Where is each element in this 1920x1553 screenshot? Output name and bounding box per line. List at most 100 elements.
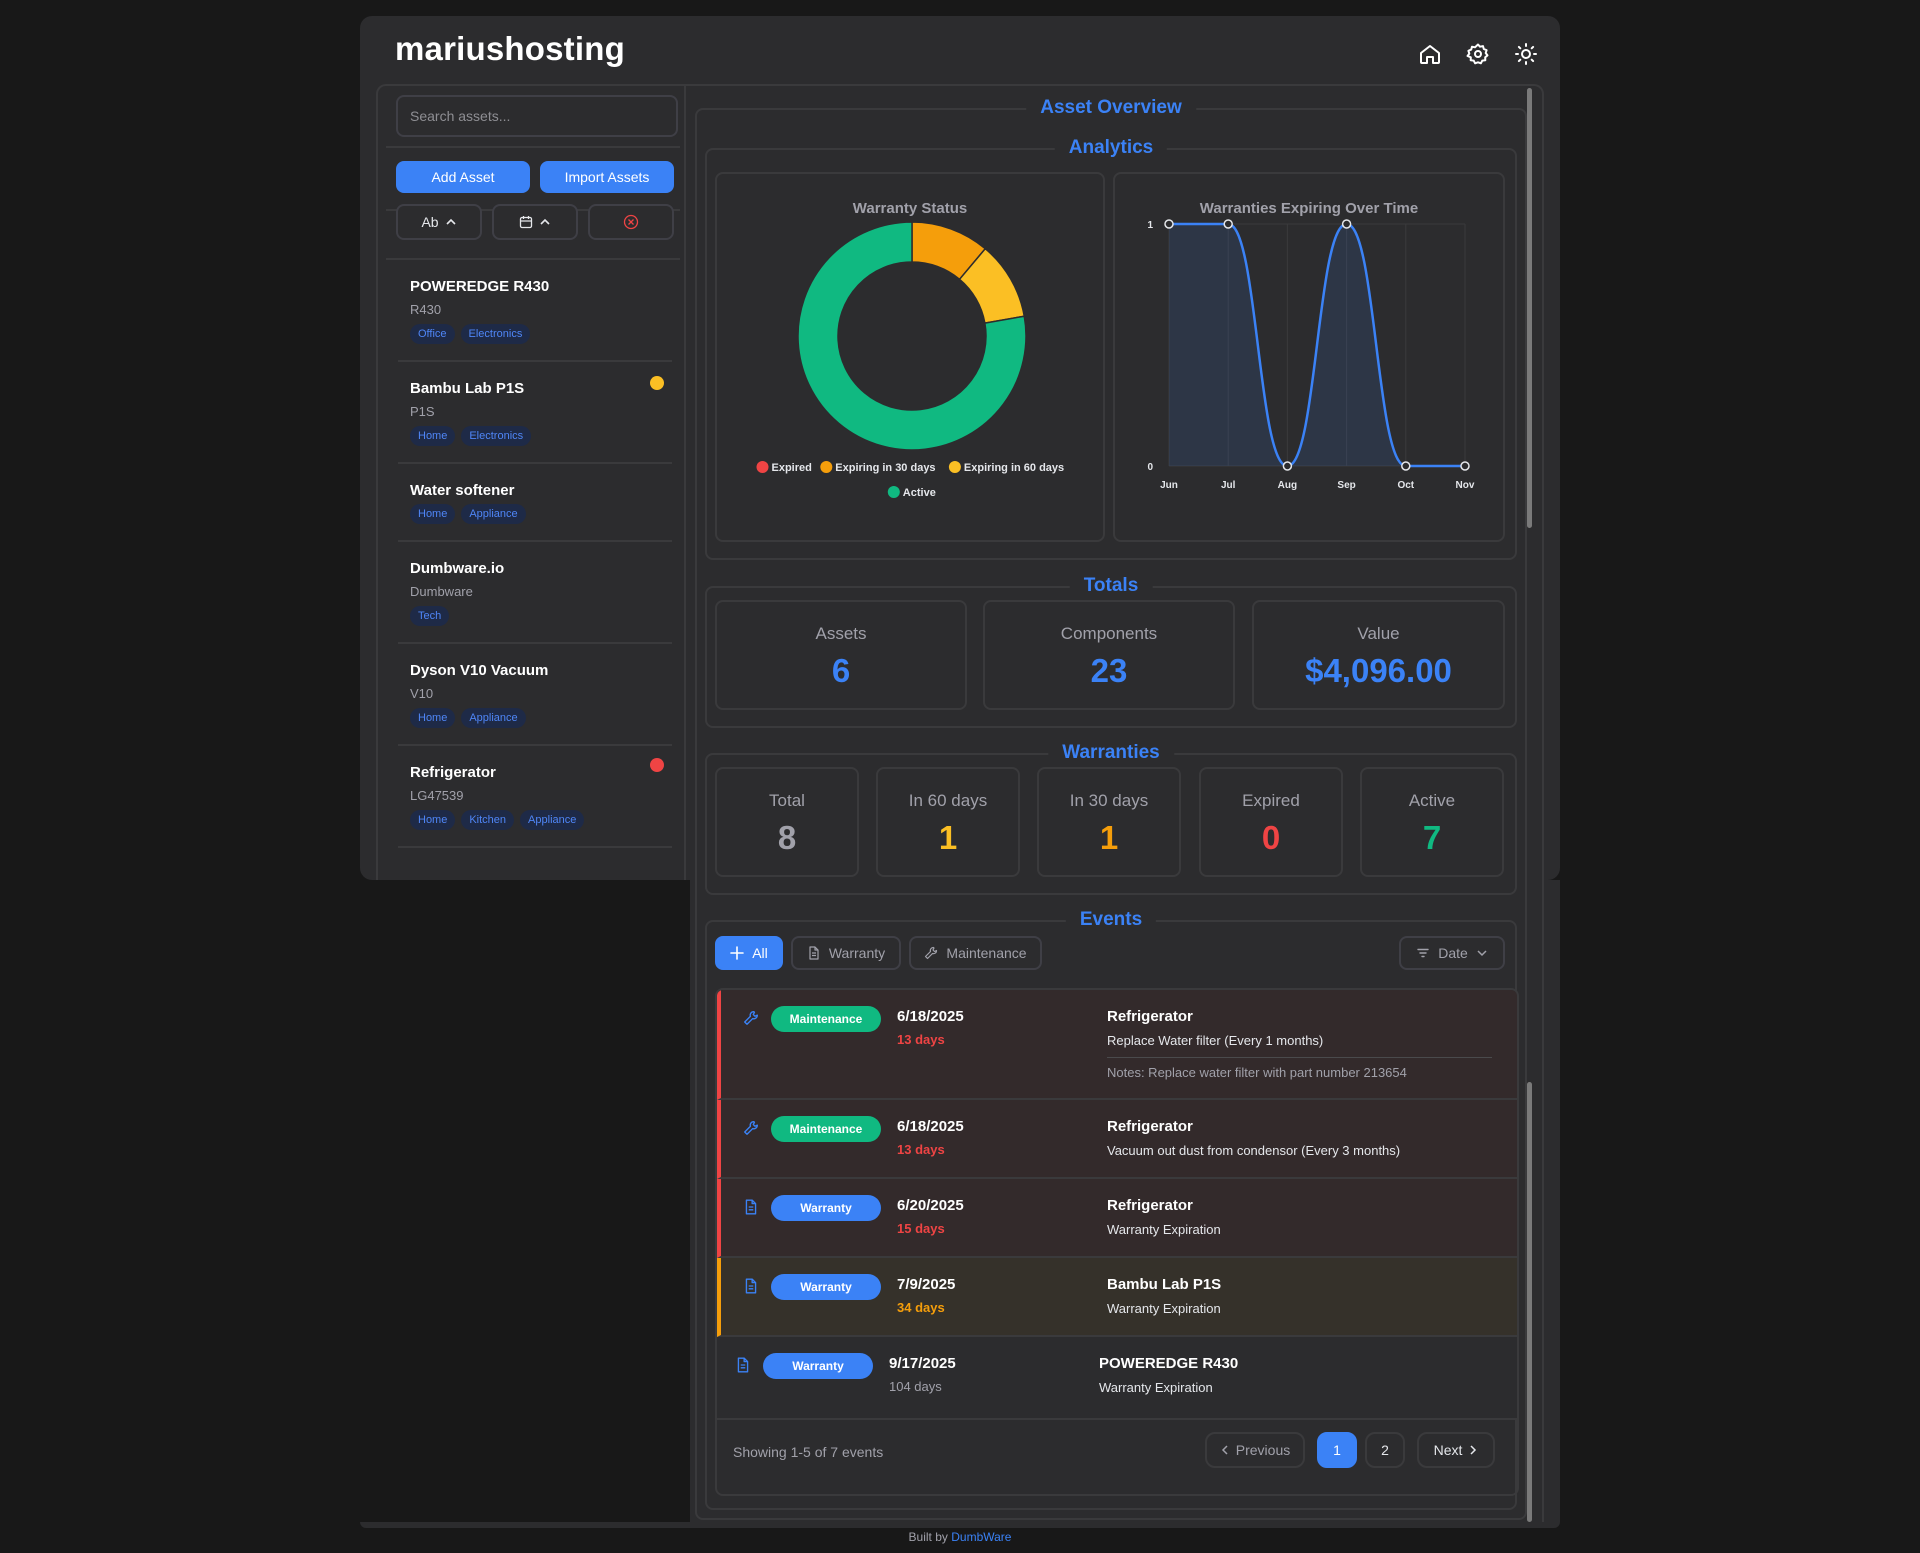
calendar-icon: [519, 216, 533, 229]
tag[interactable]: Tech: [410, 606, 450, 626]
event-row[interactable]: Maintenance 6/18/2025 13 days Refrigerat…: [717, 990, 1517, 1100]
asset-name: Refrigerator: [410, 764, 496, 781]
data-point[interactable]: [1460, 461, 1470, 471]
event-description: Vacuum out dust from condensor (Every 3 …: [1107, 1143, 1401, 1158]
warranties-section: Warranties: [705, 742, 1517, 895]
data-point[interactable]: [1341, 219, 1352, 229]
event-type-badge: Maintenance: [771, 1116, 881, 1142]
data-point[interactable]: [1164, 219, 1174, 229]
events-list: Maintenance 6/18/2025 13 days Refrigerat…: [715, 988, 1519, 1420]
asset-tags: Home Kitchen Appliance: [410, 810, 585, 830]
tag[interactable]: Appliance: [461, 504, 526, 524]
asset-list-item[interactable]: Dyson V10 Vacuum V10 Home Appliance: [398, 662, 672, 734]
data-point[interactable]: [1401, 461, 1411, 471]
filter-maintenance-button[interactable]: Maintenance: [909, 936, 1042, 970]
x-tick-label: Nov: [1456, 480, 1475, 491]
tag[interactable]: Electronics: [460, 324, 531, 344]
asset-list-item[interactable]: Bambu Lab P1S P1S Home Electronics: [398, 376, 672, 452]
asset-name: Water softener: [410, 482, 515, 499]
filter-maintenance-label: Maintenance: [946, 945, 1027, 961]
header-actions: [1416, 40, 1540, 68]
divider: [398, 462, 672, 464]
warranty-expired-card[interactable]: Expired 0: [1199, 767, 1343, 877]
tag[interactable]: Home: [410, 426, 456, 446]
sort-by-date-button[interactable]: [492, 204, 578, 240]
stat-value: 1: [1099, 819, 1119, 856]
tag[interactable]: Appliance: [461, 708, 526, 728]
event-days: 13 days: [897, 1142, 945, 1157]
asset-tags: Tech: [410, 606, 450, 626]
event-row[interactable]: Warranty 6/20/2025 15 days Refrigerator …: [717, 1179, 1517, 1258]
legend-label[interactable]: Active: [903, 487, 936, 499]
page-1-button[interactable]: 1: [1317, 1432, 1357, 1468]
wrench-icon: [925, 946, 938, 960]
warranty-60-days-card[interactable]: In 60 days 1: [876, 767, 1020, 877]
filter-warranty-button[interactable]: Warranty: [791, 936, 901, 970]
filter-all-button[interactable]: All: [715, 936, 783, 970]
totals-section: Totals: [705, 575, 1517, 728]
chevron-down-icon: [1477, 950, 1487, 957]
tag[interactable]: Office: [410, 324, 455, 344]
clear-filters-button[interactable]: [588, 204, 674, 240]
document-icon: [745, 1199, 757, 1215]
warranties-expiring-card: Warranties Expiring Over Time Jun Jul Aug S…: [1113, 172, 1505, 542]
tag[interactable]: Home: [410, 504, 456, 524]
event-type-badge: Warranty: [771, 1274, 881, 1300]
data-point[interactable]: [1223, 219, 1233, 229]
search-input[interactable]: [396, 95, 678, 137]
divider: [398, 846, 672, 848]
page-2-button[interactable]: 2: [1365, 1432, 1405, 1468]
sort-date-button[interactable]: Date: [1399, 936, 1505, 970]
document-icon: [737, 1357, 749, 1373]
analytics-section: Analytics: [705, 137, 1517, 560]
sun-icon[interactable]: [1512, 40, 1540, 68]
x-tick-label: Sep: [1337, 480, 1355, 491]
scrollbar-thumb[interactable]: [1527, 88, 1532, 528]
tag[interactable]: Kitchen: [461, 810, 515, 830]
stat-label: Expired: [1242, 791, 1300, 810]
x-circle-icon: [623, 214, 639, 230]
asset-list-item[interactable]: Dumbware.io Dumbware Tech: [398, 560, 672, 632]
home-icon[interactable]: [1416, 40, 1444, 68]
gear-icon[interactable]: [1464, 40, 1492, 68]
tag[interactable]: Appliance: [520, 810, 585, 830]
pie-slice-active[interactable]: [797, 221, 1027, 451]
warranty-active-card[interactable]: Active 7: [1360, 767, 1504, 877]
asset-tags: Home Appliance: [410, 504, 526, 524]
import-assets-button[interactable]: Import Assets: [540, 161, 674, 193]
legend-swatch: [948, 461, 961, 473]
asset-list-item[interactable]: POWEREDGE R430 R430 Office Electronics: [398, 278, 672, 350]
filter-all-label: All: [752, 945, 768, 961]
main-panel: [686, 84, 1544, 1522]
scrollbar-thumb[interactable]: [1527, 1082, 1532, 1522]
sidebar: Add Asset Import Assets Ab POWEREDGE R43…: [376, 84, 686, 880]
app-title: mariushosting: [395, 30, 625, 67]
warranty-total-card[interactable]: Total 8: [715, 767, 859, 877]
divider: [398, 360, 672, 362]
dumbware-link[interactable]: DumbWare: [951, 1530, 1012, 1544]
stat-value: 1: [938, 819, 958, 856]
warranty-30-days-card[interactable]: In 30 days 1: [1037, 767, 1181, 877]
tag[interactable]: Electronics: [461, 426, 532, 446]
next-page-button[interactable]: Next: [1417, 1432, 1495, 1468]
data-point[interactable]: [1282, 461, 1293, 471]
asset-model: V10: [410, 686, 434, 701]
tag[interactable]: Home: [410, 708, 456, 728]
legend-label[interactable]: Expired: [772, 462, 812, 474]
warranties-expiring-chart: Jun Jul Aug Sep Oct Nov 0 1: [1147, 219, 1475, 491]
add-asset-button[interactable]: Add Asset: [396, 161, 530, 193]
legend-swatch: [887, 486, 900, 498]
sort-by-name-button[interactable]: Ab: [396, 204, 482, 240]
series-line: [1169, 222, 1465, 468]
event-row[interactable]: Maintenance 6/18/2025 13 days Refrigerat…: [717, 1100, 1517, 1179]
asset-list-item[interactable]: Refrigerator LG47539 Home Kitchen Applia…: [398, 758, 672, 836]
asset-list-item[interactable]: Water softener Home Appliance: [398, 482, 672, 532]
legend-label[interactable]: Expiring in 60 days: [964, 462, 1064, 474]
previous-page-button[interactable]: Previous: [1205, 1432, 1305, 1468]
event-row[interactable]: Warranty 9/17/2025 104 days POWEREDGE R4…: [717, 1337, 1517, 1418]
legend-label[interactable]: Expiring in 30 days: [835, 462, 935, 474]
previous-label: Previous: [1235, 1442, 1291, 1458]
expired-status-dot: [650, 758, 664, 772]
tag[interactable]: Home: [410, 810, 456, 830]
event-row[interactable]: Warranty 7/9/2025 34 days Bambu Lab P1S …: [717, 1258, 1517, 1337]
